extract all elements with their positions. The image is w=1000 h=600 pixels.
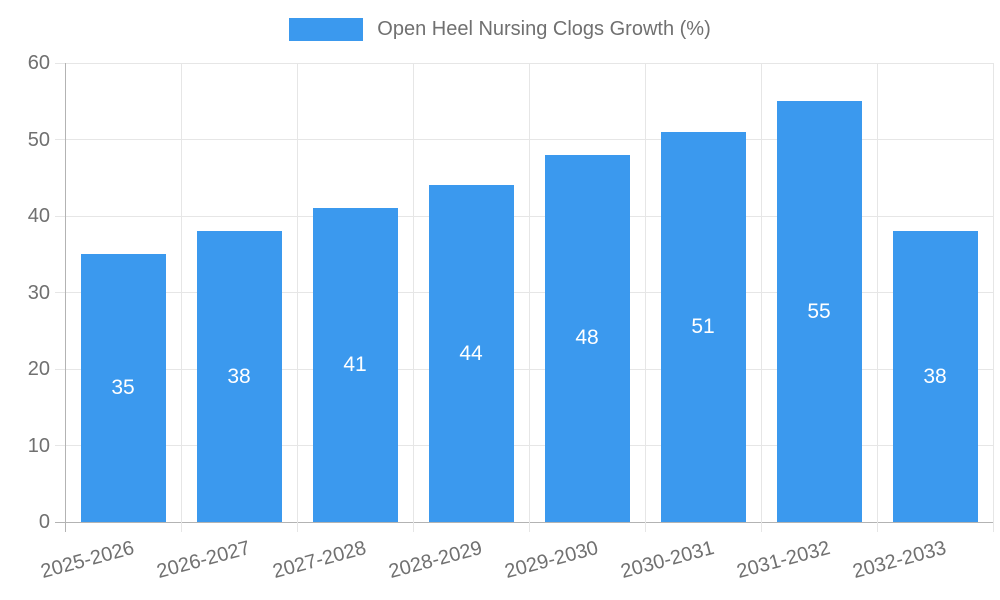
bar-value-label: 41 — [343, 353, 367, 377]
bar[interactable] — [660, 131, 746, 522]
y-tick-label: 10 — [27, 434, 50, 457]
bar[interactable] — [428, 185, 514, 522]
bar[interactable] — [544, 154, 630, 522]
x-axis-tick — [992, 522, 994, 532]
y-tick-label: 30 — [27, 281, 50, 304]
x-axis-tick — [180, 522, 182, 532]
bar-value-label: 44 — [459, 341, 483, 365]
x-tick-label: 2032-2033 — [850, 536, 949, 583]
gridline-vertical — [528, 63, 530, 522]
bar-value-label: 35 — [111, 376, 135, 400]
bar[interactable] — [196, 231, 282, 522]
bar[interactable] — [312, 208, 398, 522]
y-axis-tick — [55, 62, 65, 64]
gridline-vertical — [412, 63, 414, 522]
y-tick-label: 60 — [27, 52, 50, 74]
bar-value-label: 55 — [807, 299, 831, 323]
x-axis-tick — [760, 522, 762, 532]
gridline-vertical — [180, 63, 182, 522]
x-tick-label: 2031-2032 — [734, 536, 833, 583]
x-axis-tick — [296, 522, 298, 532]
x-tick-label: 2029-2030 — [502, 536, 601, 583]
y-tick-label: 50 — [27, 128, 50, 151]
bar-value-label: 38 — [923, 364, 947, 388]
legend-swatch — [289, 18, 364, 41]
x-tick-label: 2028-2029 — [386, 536, 485, 583]
x-tick-label: 2030-2031 — [618, 536, 717, 583]
gridline-vertical — [992, 63, 994, 522]
bar-value-label: 48 — [575, 326, 599, 350]
y-axis-tick — [55, 445, 65, 446]
legend[interactable]: Open Heel Nursing Clogs Growth (%) — [0, 18, 1000, 41]
y-axis-tick — [55, 368, 65, 370]
x-axis-tick — [528, 522, 530, 532]
y-tick-label: 20 — [27, 358, 50, 380]
bar[interactable] — [892, 231, 978, 522]
bar-value-label: 51 — [691, 314, 715, 338]
y-axis-tick — [55, 139, 65, 140]
y-axis-tick — [55, 521, 65, 523]
bar[interactable] — [776, 101, 862, 522]
bar-value-label: 38 — [227, 364, 251, 388]
x-tick-label: 2026-2027 — [154, 536, 253, 583]
gridline-vertical — [644, 63, 646, 522]
plot-area: 35 38 41 44 48 51 55 38 — [64, 62, 994, 523]
x-axis-tick — [64, 522, 66, 532]
gridline-vertical — [296, 63, 298, 522]
x-axis-tick — [876, 522, 878, 532]
gridline-vertical — [876, 63, 878, 522]
x-tick-label: 2027-2028 — [270, 536, 369, 583]
legend-label: Open Heel Nursing Clogs Growth (%) — [377, 18, 711, 40]
bar[interactable] — [80, 254, 166, 522]
gridline-vertical — [64, 63, 66, 522]
y-tick-label: 40 — [27, 205, 50, 227]
y-axis-tick — [55, 215, 65, 217]
y-axis-tick — [55, 292, 65, 293]
x-axis-tick — [412, 522, 414, 532]
x-tick-label: 2025-2026 — [38, 536, 137, 583]
x-axis-tick — [644, 522, 646, 532]
y-tick-label: 0 — [38, 511, 50, 533]
gridline-vertical — [760, 63, 762, 522]
